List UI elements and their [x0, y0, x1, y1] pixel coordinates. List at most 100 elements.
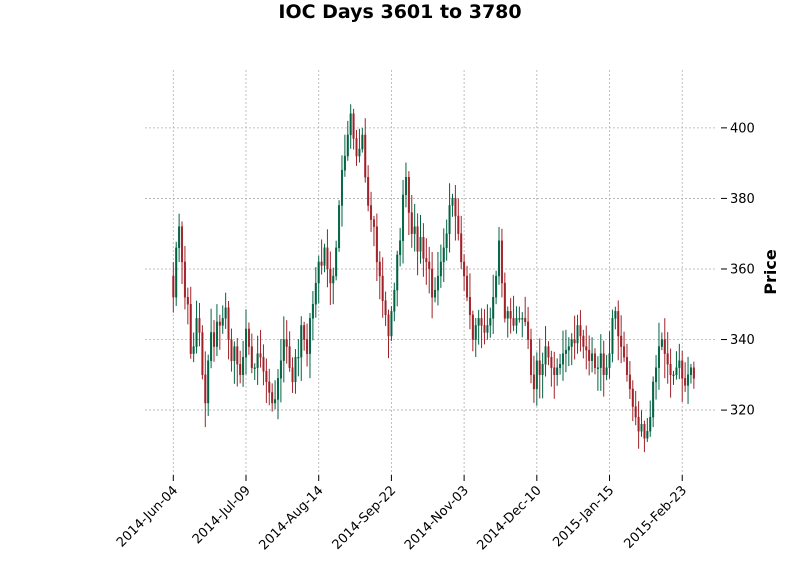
candle-body [364, 134, 367, 178]
candle-body [422, 237, 425, 259]
candle [186, 287, 189, 325]
candle [355, 130, 358, 166]
candle-body [282, 339, 285, 361]
candle [692, 361, 695, 389]
x-tick-label: 2014-Sep-22 [330, 483, 400, 553]
y-tick-label: 340 [730, 333, 755, 348]
candle-body [399, 240, 402, 256]
candle [195, 300, 198, 354]
y-tick-label: 360 [730, 262, 755, 277]
candle-body [599, 353, 602, 368]
candle-body [332, 275, 335, 284]
candle [599, 334, 602, 391]
candle [183, 245, 186, 310]
candle [367, 165, 370, 212]
y-tick-label: 400 [730, 121, 755, 136]
candle [675, 351, 678, 380]
candle [192, 332, 195, 363]
candle-body [210, 332, 213, 361]
candle-body [274, 399, 277, 404]
candle [375, 213, 378, 282]
candle [471, 310, 474, 352]
candle-body [233, 346, 236, 361]
candle-body [201, 332, 204, 376]
candle [573, 315, 576, 360]
candle [660, 332, 663, 351]
candle [477, 309, 480, 345]
candle [378, 251, 381, 300]
candle-body [503, 282, 506, 319]
candle-body [434, 289, 437, 298]
candle [687, 356, 690, 404]
candle-body [413, 226, 416, 234]
y-axis-label: Price [761, 249, 780, 295]
candle [265, 358, 268, 404]
candle-body [326, 247, 329, 270]
candle [486, 304, 489, 340]
candle [585, 325, 588, 370]
candle [242, 340, 245, 387]
candle-body [320, 261, 323, 266]
candle [681, 350, 684, 402]
candle [419, 214, 422, 264]
candle [538, 338, 541, 399]
candle-body [611, 318, 614, 354]
candle-body [477, 318, 480, 326]
candle-body [602, 353, 605, 376]
candle [230, 328, 233, 372]
candle [457, 198, 460, 241]
candle [338, 200, 341, 252]
candle [207, 354, 210, 416]
candle-body [652, 381, 655, 418]
candle [431, 251, 434, 319]
candle-body [178, 226, 181, 249]
candle [605, 354, 608, 381]
candle-body [591, 353, 594, 361]
candle-body [684, 378, 687, 386]
candle-body [623, 346, 626, 358]
candle-body [573, 339, 576, 344]
candle-body [352, 113, 355, 139]
candle-body [582, 335, 585, 347]
candle-body [393, 289, 396, 312]
candle-body [390, 311, 393, 337]
candle-body [640, 423, 643, 432]
candle [576, 314, 579, 354]
candle [588, 335, 591, 376]
candle [320, 239, 323, 275]
candle [556, 358, 559, 386]
candle [582, 329, 585, 359]
candle [541, 352, 544, 399]
candle [326, 229, 329, 288]
candle-body [585, 346, 588, 351]
candle [463, 254, 466, 291]
candle [297, 339, 300, 377]
candle-body [561, 353, 564, 365]
candle-body [678, 360, 681, 368]
candle [404, 162, 407, 208]
candle-body [189, 304, 192, 354]
candle [291, 357, 294, 393]
candle [652, 376, 655, 428]
candle [306, 323, 309, 367]
candle [591, 337, 594, 373]
candle-body [486, 325, 489, 333]
candle-body [308, 318, 311, 354]
candle [646, 418, 649, 442]
candle-body [361, 134, 364, 150]
candle [657, 322, 660, 390]
candle [329, 251, 332, 306]
candle-body [657, 346, 660, 368]
y-tick-label: 320 [730, 404, 755, 419]
candle [561, 330, 564, 381]
candle-body [306, 339, 309, 354]
candle-body [236, 346, 239, 365]
candle [413, 203, 416, 252]
candle [547, 341, 550, 366]
candle-body [317, 261, 320, 284]
candle-body [474, 325, 477, 340]
candle [245, 309, 248, 375]
candle-body [291, 367, 294, 383]
candle-body [463, 261, 466, 277]
